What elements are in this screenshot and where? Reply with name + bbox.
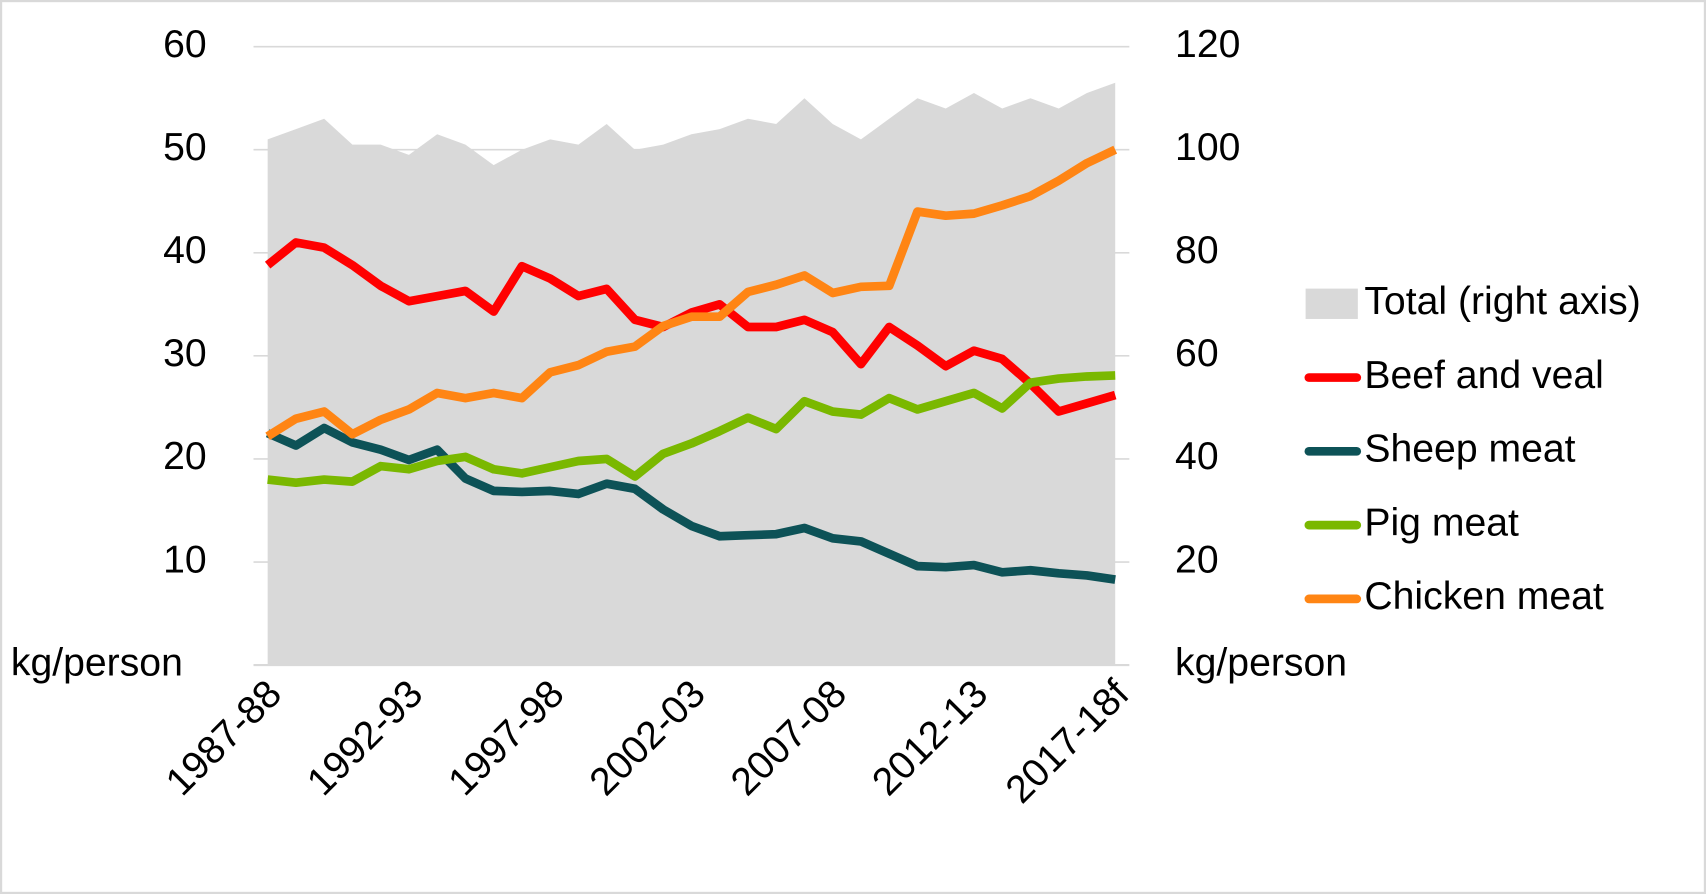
y-tick-label: 60 — [163, 23, 207, 66]
y2-tick-label: 60 — [1175, 332, 1219, 375]
x-tick-label: 2007-08 — [723, 672, 855, 804]
y-tick-label: 50 — [163, 126, 207, 169]
legend-label: Sheep meat — [1364, 428, 1575, 471]
y-tick-label: 10 — [163, 538, 207, 581]
legend-label: Total (right axis) — [1364, 280, 1640, 323]
y2-tick-label: 20 — [1175, 538, 1219, 581]
y2-axis-label: kg/person — [1175, 641, 1347, 684]
x-tick-label: 1987-88 — [158, 672, 290, 804]
x-tick-label: 1997-98 — [440, 672, 572, 804]
legend-swatch — [1305, 288, 1358, 319]
area — [267, 82, 1116, 666]
plot — [264, 82, 1118, 666]
y-axis-label: kg/person — [11, 641, 183, 684]
y2-tick-label: 100 — [1175, 126, 1240, 169]
y-tick-label: 20 — [163, 435, 207, 478]
line — [265, 145, 1118, 440]
line — [267, 371, 1116, 487]
y2-tick-label: 80 — [1175, 229, 1219, 272]
x-tick-label: 2017-18f — [998, 672, 1138, 811]
y2-tick-label: 40 — [1175, 435, 1219, 478]
y-tick-label: 40 — [163, 229, 207, 272]
x-tick-label: 1992-93 — [299, 672, 431, 804]
y-tick-label: 30 — [163, 332, 207, 375]
legend-label: Beef and veal — [1364, 354, 1604, 397]
legend-label: Pig meat — [1364, 501, 1519, 544]
x-tick-label: 2012-13 — [864, 672, 996, 804]
y2-tick-label: 120 — [1175, 23, 1240, 66]
line — [265, 423, 1116, 584]
legend-label: Chicken meat — [1364, 575, 1604, 618]
x-tick-label: 2002-03 — [582, 672, 714, 804]
